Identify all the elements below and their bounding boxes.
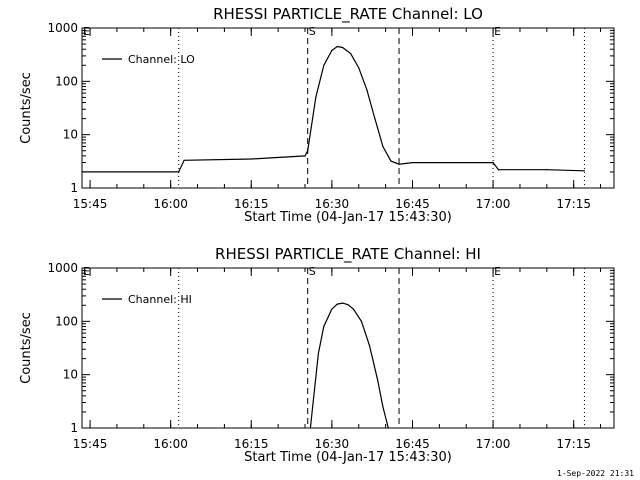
y-tick-label: 1000 (47, 21, 78, 35)
data-point (366, 88, 368, 91)
x-tick-label: 15:45 (73, 437, 108, 451)
data-point (304, 155, 306, 157)
data-point (374, 118, 376, 120)
data-point (323, 325, 325, 328)
data-point (352, 308, 354, 310)
x-tick-label: 16:30 (315, 197, 350, 211)
event-marker-label: E (494, 25, 501, 38)
x-tick-label: 17:00 (476, 197, 511, 211)
data-point (183, 159, 185, 161)
event-marker-label: S (309, 265, 316, 278)
x-tick-label: 15:45 (73, 197, 108, 211)
plot-frame (81, 267, 615, 429)
data-point (312, 401, 314, 404)
x-tick-label: 16:15 (234, 437, 269, 451)
data-point (347, 304, 349, 306)
plot-timestamp: 1-Sep-2022 21:31 (556, 469, 634, 478)
data-point (358, 67, 360, 69)
data-point (376, 379, 379, 381)
data-point (323, 64, 325, 66)
data-point (317, 352, 320, 355)
data-point (336, 303, 338, 305)
event-marker-label: E (494, 265, 501, 278)
data-point (309, 427, 311, 429)
x-tick-label: 17:15 (556, 437, 591, 451)
chart-title: RHESSI PARTICLE_RATE Channel: HI (215, 245, 481, 264)
data-point (382, 145, 384, 148)
y-tick-label: 10 (63, 368, 78, 382)
data-point (81, 171, 83, 173)
data-point (178, 171, 180, 173)
x-axis-label: Start Time (04-Jan-17 15:43:30) (244, 210, 452, 225)
data-point (360, 320, 363, 322)
data-point (382, 406, 384, 408)
data-point (492, 161, 494, 164)
data-point (331, 308, 333, 310)
y-tick-label: 1000 (47, 261, 78, 275)
x-tick-label: 16:00 (153, 437, 188, 451)
data-point (315, 96, 317, 98)
chart-title: RHESSI PARTICLE_RATE Channel: LO (213, 5, 483, 24)
event-marker-label: E (83, 265, 90, 278)
data-point (390, 160, 392, 162)
y-tick-label: 1 (70, 181, 78, 195)
x-tick-label: 17:00 (476, 437, 511, 451)
x-tick-label: 16:45 (395, 437, 430, 451)
data-point (350, 53, 352, 55)
chart-panel-1: RHESSI PARTICLE_RATE Channel: HI E S E 1 10 10… (19, 245, 615, 465)
event-marker-label: S (309, 25, 316, 38)
series-line (309, 302, 389, 429)
data-point (331, 49, 333, 52)
data-point (307, 150, 309, 152)
chart-panel-0: RHESSI PARTICLE_RATE Channel: LO E S E 1 10 10… (19, 5, 615, 225)
y-axis-label: Counts/sec (19, 312, 34, 384)
x-tick-label: 16:15 (234, 197, 269, 211)
y-tick-label: 100 (55, 74, 78, 88)
data-point (387, 427, 389, 429)
legend-label: Channel: HI (128, 293, 192, 306)
data-point (250, 158, 252, 160)
y-axis-label: Counts/sec (19, 72, 34, 144)
x-tick-label: 17:15 (556, 197, 591, 211)
event-marker-label: E (83, 25, 90, 38)
data-point (336, 45, 338, 48)
data-point (342, 46, 344, 49)
data-point (398, 163, 400, 165)
x-tick-label: 16:00 (153, 197, 188, 211)
data-point (583, 170, 586, 172)
legend-label: Channel: LO (128, 53, 195, 66)
x-tick-label: 16:45 (395, 197, 430, 211)
data-point (497, 169, 500, 171)
data-point (342, 302, 344, 304)
y-tick-label: 1 (70, 421, 78, 435)
data-point (411, 161, 414, 164)
x-axis-label: Start Time (04-Jan-17 15:43:30) (244, 450, 452, 465)
data-point (546, 169, 548, 171)
data-point (368, 345, 371, 347)
y-tick-label: 100 (55, 314, 78, 328)
y-tick-label: 10 (63, 128, 78, 142)
x-tick-label: 16:30 (315, 437, 350, 451)
